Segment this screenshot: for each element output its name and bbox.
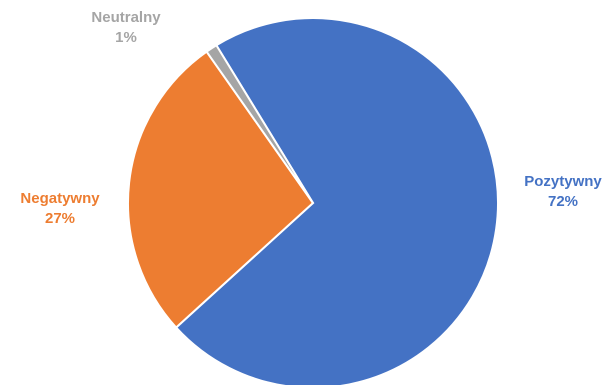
slice-percent-neutralny: 1% [115,29,137,46]
pie-slice-negatywny [127,50,315,329]
slice-percent-pozytywny: 72% [548,193,578,210]
slice-label-pozytywny: Pozytywny [524,173,602,190]
slice-label-neutralny: Neutralny [91,9,161,26]
slice-label-negatywny: Negatywny [20,190,100,207]
pie-slices [127,17,499,385]
slice-percent-negatywny: 27% [45,210,75,227]
pie-slice-neutralny [205,43,314,204]
pie-labels: Pozytywny 72% Negatywny 27% Neutralny 1% [20,9,602,227]
